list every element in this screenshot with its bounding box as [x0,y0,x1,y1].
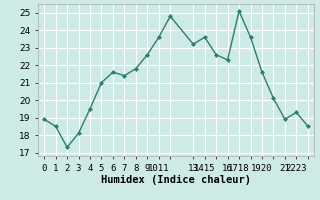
X-axis label: Humidex (Indice chaleur): Humidex (Indice chaleur) [101,175,251,185]
